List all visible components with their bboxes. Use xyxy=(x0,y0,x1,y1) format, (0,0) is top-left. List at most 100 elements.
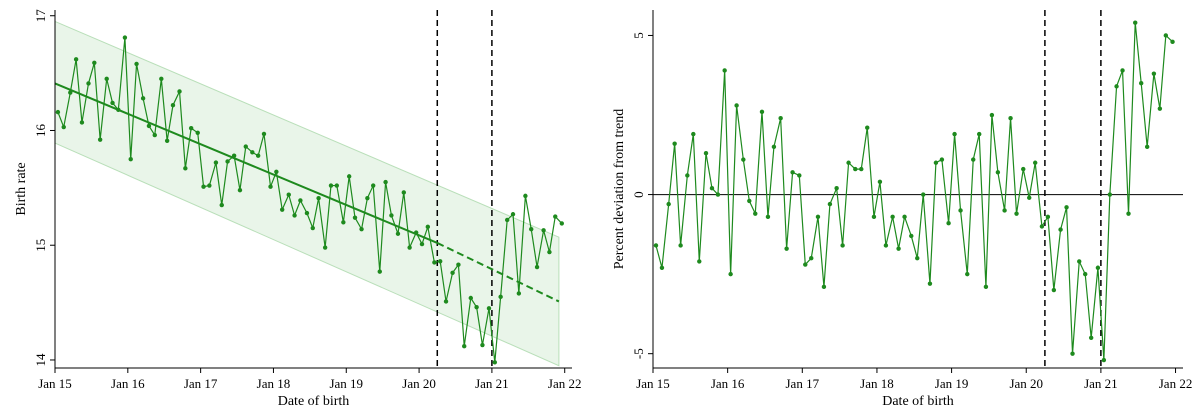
data-point xyxy=(389,213,394,218)
data-point xyxy=(1014,211,1019,216)
data-point xyxy=(1120,68,1125,73)
x-tick-label: Jan 19 xyxy=(935,376,969,391)
data-point xyxy=(1064,205,1069,210)
data-point xyxy=(456,262,461,267)
data-point xyxy=(401,190,406,195)
data-point xyxy=(128,156,133,162)
data-point xyxy=(1144,144,1150,150)
data-point xyxy=(890,214,895,220)
data-point xyxy=(797,173,802,178)
data-point xyxy=(803,262,808,267)
data-point xyxy=(304,210,310,216)
data-point xyxy=(883,243,889,248)
data-point xyxy=(274,169,279,174)
data-point xyxy=(971,157,976,162)
data-point xyxy=(1095,265,1101,270)
y-tick-label: 0 xyxy=(631,191,646,198)
data-point xyxy=(902,214,907,220)
data-point xyxy=(672,141,677,146)
x-tick-label: Jan 21 xyxy=(475,376,509,391)
data-point xyxy=(468,295,473,301)
data-point xyxy=(553,214,558,219)
x-tick-label: Jan 22 xyxy=(548,376,582,391)
data-point xyxy=(462,343,467,349)
data-point xyxy=(516,291,522,296)
data-point xyxy=(722,68,727,73)
data-point xyxy=(915,256,920,261)
data-point xyxy=(529,226,534,232)
series-line xyxy=(655,22,1173,361)
data-point xyxy=(840,243,845,248)
data-point xyxy=(685,173,690,178)
x-tick-label: Jan 21 xyxy=(1084,376,1118,391)
data-point xyxy=(865,125,870,130)
data-point xyxy=(237,187,243,193)
data-point xyxy=(432,260,437,265)
data-point xyxy=(395,231,401,236)
data-point xyxy=(1008,115,1013,121)
data-point xyxy=(183,166,188,171)
y-tick-label: 14 xyxy=(33,353,48,367)
data-point xyxy=(734,103,739,108)
data-point xyxy=(653,243,659,248)
data-point xyxy=(104,76,109,82)
data-point xyxy=(177,89,182,94)
data-point xyxy=(286,192,291,197)
data-point xyxy=(231,153,237,158)
data-point xyxy=(834,186,839,191)
data-point xyxy=(1039,224,1045,229)
data-point xyxy=(871,214,877,220)
data-point xyxy=(1032,160,1038,165)
data-point xyxy=(164,138,170,144)
data-point xyxy=(547,249,552,255)
x-tick-label: Jan 19 xyxy=(329,376,363,391)
data-point xyxy=(1058,227,1063,232)
data-point xyxy=(534,264,540,270)
data-point xyxy=(896,246,901,251)
data-point xyxy=(201,184,206,189)
data-point xyxy=(225,159,230,164)
data-point xyxy=(1138,80,1144,86)
chart-2: Jan 15 Jan 16 Jan 17 Jan 18 Jan 19 Jan 20 Jan … xyxy=(612,10,1192,409)
x-tick-label: Jan 15 xyxy=(636,376,670,391)
data-point xyxy=(498,294,503,300)
data-point xyxy=(334,183,340,188)
data-point xyxy=(747,198,752,204)
data-point xyxy=(1133,20,1138,25)
data-point xyxy=(703,151,709,156)
y-tick-label: 16 xyxy=(33,123,48,137)
data-point xyxy=(771,144,777,150)
x-tick-label: Jan 20 xyxy=(402,376,436,391)
x-tick-label: Jan 16 xyxy=(111,376,145,391)
data-point xyxy=(310,225,315,231)
x-tick-label: Jan 17 xyxy=(184,376,218,391)
data-point xyxy=(821,284,827,290)
data-point xyxy=(383,179,388,185)
data-point xyxy=(965,271,970,277)
data-point xyxy=(407,245,412,250)
data-point xyxy=(116,107,121,113)
data-point xyxy=(341,220,346,225)
data-point xyxy=(480,342,485,348)
data-point xyxy=(1027,195,1032,200)
data-point xyxy=(425,224,431,230)
data-point xyxy=(541,228,546,233)
data-point xyxy=(268,184,273,189)
data-point xyxy=(765,214,771,220)
data-point xyxy=(1021,166,1026,172)
data-point xyxy=(159,76,164,82)
data-point xyxy=(122,35,128,40)
data-point xyxy=(195,130,200,135)
data-point xyxy=(958,208,963,213)
data-point xyxy=(219,202,224,208)
data-point xyxy=(709,186,715,191)
data-point xyxy=(559,221,565,226)
data-point xyxy=(983,284,989,290)
data-point xyxy=(1163,33,1169,38)
x-tick-label: Jan 17 xyxy=(785,376,819,391)
data-point xyxy=(1157,106,1163,111)
data-point xyxy=(989,112,995,118)
data-point xyxy=(97,137,103,142)
data-point xyxy=(952,131,957,137)
series-line xyxy=(57,37,563,363)
